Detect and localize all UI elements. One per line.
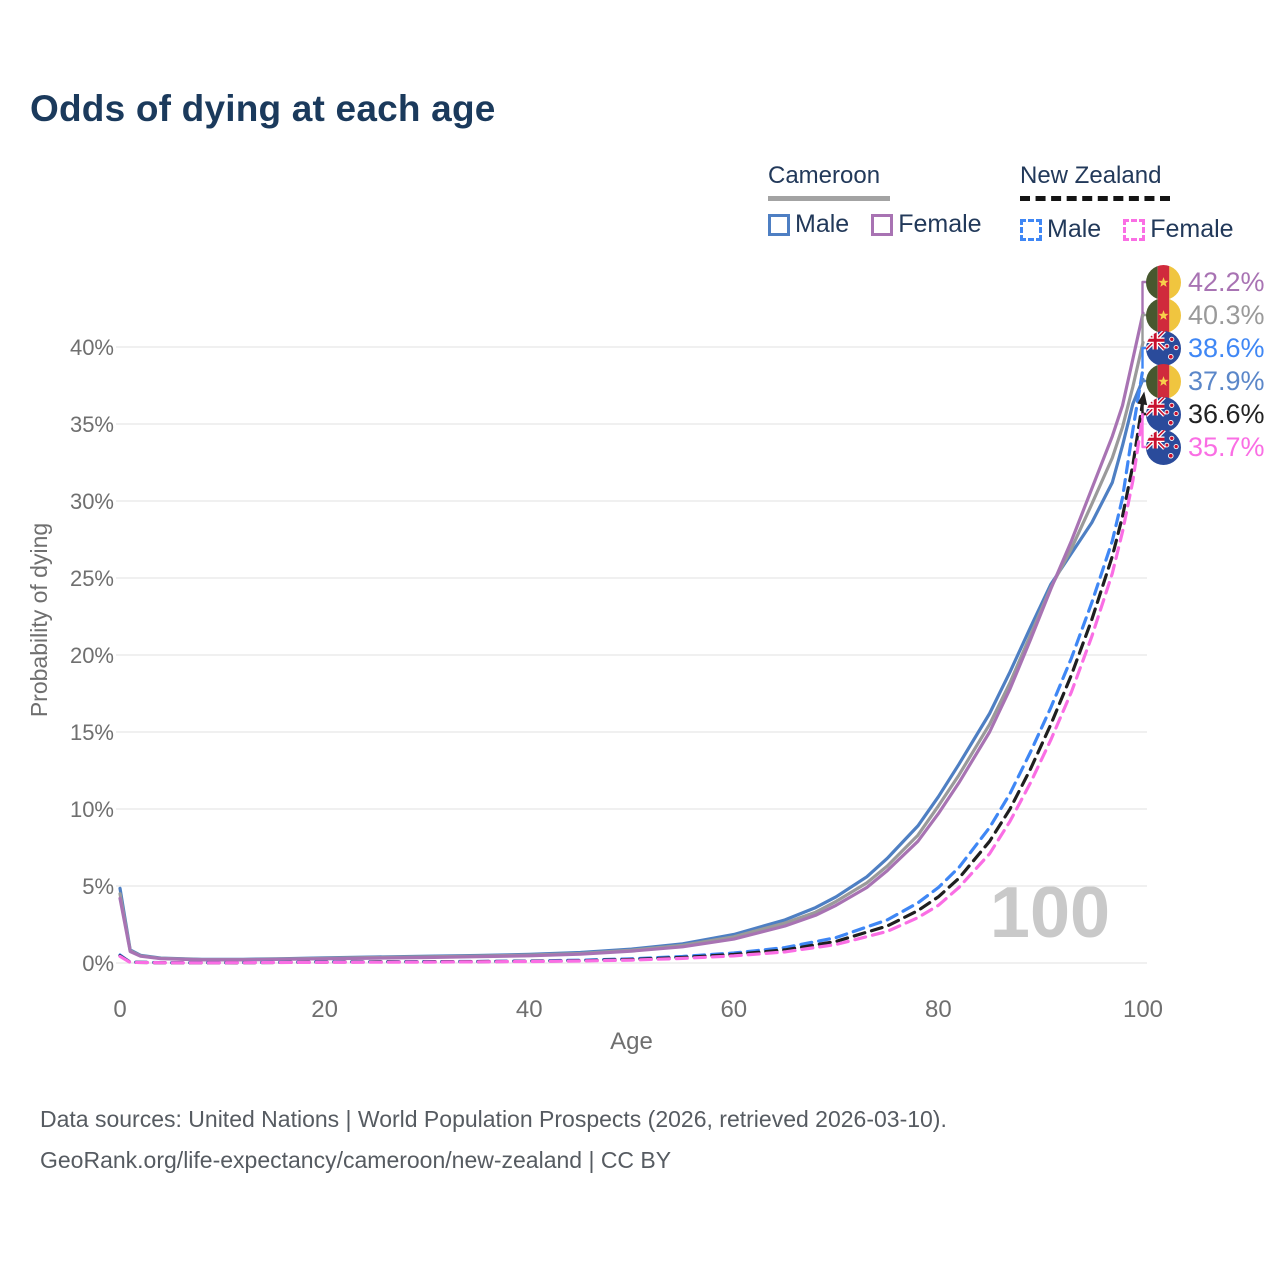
end-label-value: 38.6%: [1188, 332, 1265, 363]
end-label-row: 40.3%: [1146, 297, 1265, 333]
cameroon-flag-icon: [1146, 363, 1181, 399]
y-tick-label: 5%: [82, 874, 114, 899]
y-tick-label: 25%: [70, 566, 114, 591]
end-label-row: 38.6%: [1146, 330, 1265, 366]
new-zealand-flag-icon: [1146, 396, 1181, 432]
x-tick-label: 100: [1123, 996, 1163, 1023]
legend-item-nz-male[interactable]: Male: [1020, 215, 1101, 244]
y-axis-title: Probability of dying: [26, 523, 52, 717]
x-axis-title: Age: [610, 1028, 653, 1055]
end-label-value: 40.3%: [1188, 299, 1265, 330]
end-label-leader: [1141, 413, 1147, 449]
new-zealand-flag-icon: [1146, 429, 1181, 465]
line-end-arrow: [1137, 391, 1148, 406]
end-label-value: 36.6%: [1188, 398, 1265, 429]
legend-header-new-zealand: New Zealand: [1020, 162, 1162, 189]
end-label-row: 37.9%: [1146, 363, 1265, 399]
x-tick-label: 80: [925, 996, 952, 1023]
end-label-leader: [1141, 379, 1147, 383]
end-label-leader: [1141, 280, 1147, 314]
cameroon-line-swatch: [768, 196, 890, 201]
y-tick-label: 30%: [70, 489, 114, 514]
y-tick-label: 15%: [70, 720, 114, 745]
legend-item-label: Female: [1150, 215, 1234, 243]
end-label-value: 37.9%: [1188, 365, 1265, 396]
end-label-row: 35.7%: [1146, 429, 1265, 465]
end-label-row: 42.2%: [1146, 264, 1265, 300]
end-label-value: 35.7%: [1188, 431, 1265, 462]
y-tick-label: 0%: [82, 951, 114, 976]
cameroon-female-checkbox[interactable]: [871, 213, 894, 236]
y-tick-label: 35%: [70, 412, 114, 437]
legend-item-label: Male: [1047, 215, 1102, 243]
attribution-link-text: GeoRank.org/life-expectancy/cameroon/new…: [40, 1147, 672, 1173]
nz-male-checkbox[interactable]: [1020, 218, 1042, 241]
page-title: Odds of dying at each age: [30, 88, 496, 129]
series-line-cameroon-female: [118, 311, 1145, 962]
x-tick-label: 0: [113, 996, 126, 1023]
end-label-leader: [1141, 313, 1147, 343]
new-zealand-flag-icon: [1146, 330, 1181, 366]
legend-group-cameroon: Cameroon Male Female: [768, 162, 982, 239]
legend-item-label: Female: [898, 210, 982, 238]
series-line-cameroon-male: [118, 377, 1145, 961]
y-tick-label: 40%: [70, 335, 114, 360]
x-tick-label: 40: [516, 996, 543, 1023]
series-line-new-zealand-both-sexes: [118, 397, 1145, 965]
legend-item-cameroon-female[interactable]: Female: [871, 210, 982, 239]
new-zealand-line-swatch: [1020, 196, 1170, 201]
cameroon-flag-icon: [1146, 264, 1181, 300]
legend-header-cameroon: Cameroon: [768, 162, 881, 189]
y-tick-label: 10%: [70, 797, 114, 822]
cameroon-male-checkbox[interactable]: [768, 213, 790, 236]
end-label-leader: [1141, 346, 1147, 369]
series-line-new-zealand-female: [118, 411, 1145, 965]
x-tick-label: 20: [311, 996, 338, 1023]
data-sources-text: Data sources: United Nations | World Pop…: [40, 1106, 947, 1132]
end-label-value: 42.2%: [1188, 266, 1265, 297]
legend-item-nz-female[interactable]: Female: [1123, 215, 1234, 244]
x-tick-label: 60: [720, 996, 747, 1023]
legend-item-cameroon-male[interactable]: Male: [768, 210, 849, 239]
series-line-new-zealand-male: [118, 367, 1145, 965]
legend-item-label: Male: [795, 210, 850, 238]
series-line-cameroon-both-sexes: [118, 340, 1145, 962]
end-label-row: 36.6%: [1146, 396, 1265, 432]
nz-female-checkbox[interactable]: [1123, 218, 1146, 241]
cameroon-flag-icon: [1146, 297, 1181, 333]
y-tick-label: 20%: [70, 643, 114, 668]
legend-group-new-zealand: New Zealand Male Female: [1020, 162, 1234, 244]
